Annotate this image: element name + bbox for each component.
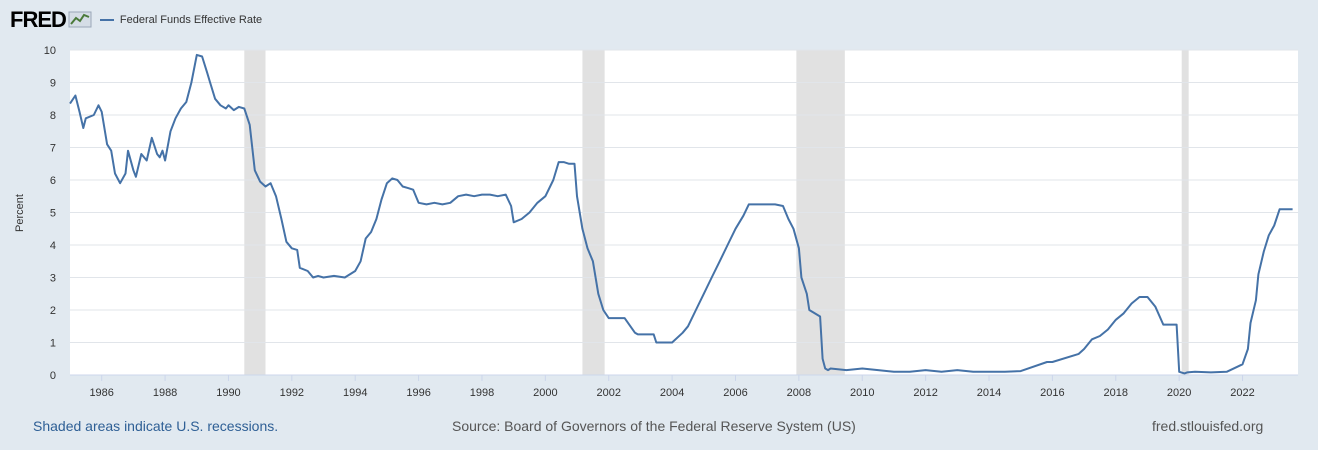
legend-line-swatch: [99, 19, 114, 21]
y-tick-label: 8: [50, 110, 56, 122]
chart-logo-icon: [68, 11, 92, 28]
x-tick-label: 2016: [1040, 387, 1064, 399]
x-tick-label: 2012: [913, 387, 937, 399]
axes: 0 1 2 3 4 5 6 7 8 9 10 1986 1988 1990 1992 1994 1996 1998…: [44, 45, 1298, 399]
x-tick-label: 2014: [977, 387, 1001, 399]
y-tick-label: 9: [50, 78, 56, 90]
legend-label: Federal Funds Effective Rate: [119, 14, 263, 26]
y-tick-label: 5: [50, 208, 56, 220]
x-tick-label: 1986: [89, 387, 113, 399]
recession-note[interactable]: Shaded areas indicate U.S. recessions.: [33, 418, 279, 434]
legend[interactable]: Federal Funds Effective Rate: [99, 14, 263, 26]
x-tick-label: 2002: [596, 387, 620, 399]
x-tick-label: 1998: [470, 387, 494, 399]
x-tick-label: 1988: [153, 387, 177, 399]
series-line-0[interactable]: [69, 53, 1293, 375]
y-tick-label: 4: [50, 240, 56, 252]
y-axis-label: Percent: [14, 194, 26, 232]
y-tick-label: 10: [44, 45, 56, 57]
y-tick-label: 1: [50, 338, 56, 350]
x-tick-label: 1990: [216, 387, 240, 399]
x-tick-label: 2008: [787, 387, 811, 399]
grid-lines: [70, 49, 1298, 343]
x-tick-label: 1992: [280, 387, 304, 399]
y-tick-label: 3: [50, 273, 56, 285]
x-tick-label: 2004: [660, 387, 684, 399]
x-tick-label: 2006: [723, 387, 747, 399]
x-tick-label: 2018: [1104, 387, 1128, 399]
source-text: Source: Board of Governors of the Federa…: [452, 418, 856, 434]
x-tick-label: 2000: [533, 387, 557, 399]
y-tick-label: 7: [50, 143, 56, 155]
x-tick-label: 2020: [1167, 387, 1191, 399]
x-tick-label: 1996: [406, 387, 430, 399]
site-link[interactable]: fred.stlouisfed.org: [1152, 418, 1264, 434]
x-tick-label: 2010: [850, 387, 874, 399]
header: FRED Federal Funds Effective Rate: [10, 6, 262, 34]
x-tick-label: 2022: [1230, 387, 1254, 399]
line-chart: 0 1 2 3 4 5 6 7 8 9 10 1986 1988 1990 1992 1994 1996 1998…: [14, 45, 1298, 399]
x-tick-label: 1994: [343, 387, 367, 399]
y-tick-label: 6: [50, 175, 56, 187]
y-tick-label: 2: [50, 305, 56, 317]
y-tick-label: 0: [50, 370, 56, 382]
fred-logo[interactable]: FRED: [10, 7, 67, 32]
series-layer: [69, 53, 1293, 375]
